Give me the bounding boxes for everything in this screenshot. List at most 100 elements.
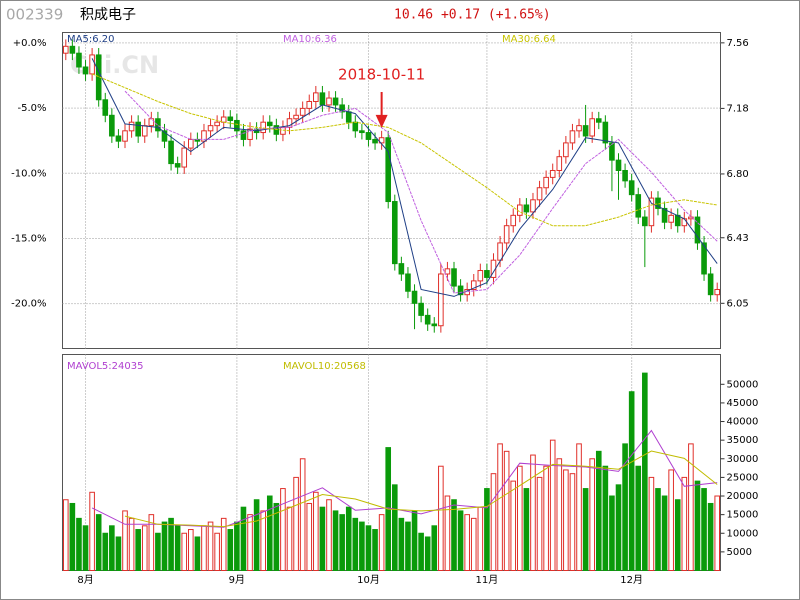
- candle-body: [62, 45, 69, 54]
- candle-body: [299, 107, 306, 116]
- volume-panel: [62, 354, 721, 571]
- candle-body: [122, 130, 128, 142]
- volume-bar: [352, 517, 359, 571]
- volume-bar: [359, 521, 365, 571]
- volume-bar: [615, 484, 622, 571]
- volume-bar: [451, 499, 457, 572]
- volume-bar: [194, 536, 201, 572]
- volume-bar: [694, 480, 701, 572]
- candle-body: [444, 268, 451, 275]
- candle-body: [161, 130, 168, 142]
- y2-tick-label: 6.05: [727, 298, 749, 309]
- x-tick-label: 9月: [229, 574, 245, 586]
- volume-bar: [543, 465, 549, 572]
- candle-body: [694, 216, 701, 244]
- candle-body: [589, 118, 595, 137]
- candle-body: [642, 216, 648, 227]
- volume-bar: [431, 525, 438, 572]
- volume-bar: [497, 443, 503, 571]
- candle-body: [135, 121, 141, 137]
- volume-bar: [253, 499, 260, 572]
- candle-body: [188, 138, 194, 149]
- volume-bar: [247, 514, 253, 572]
- candle-body: [326, 97, 332, 106]
- volume-bar: [345, 506, 352, 572]
- candle-body: [181, 147, 188, 168]
- candle-body: [128, 121, 135, 132]
- moving-average-line: [91, 58, 718, 297]
- candle-body: [82, 66, 89, 75]
- volume-bar: [635, 465, 642, 572]
- candle-body: [89, 54, 95, 75]
- volume-bar: [701, 488, 707, 572]
- volume-bar: [319, 506, 326, 572]
- y-tick-label: -20.0%: [11, 299, 46, 310]
- candle-body: [510, 214, 517, 227]
- volume-bar: [549, 439, 556, 572]
- quote: 10.46 +0.17 (+1.65%): [394, 8, 551, 23]
- volume-bar: [135, 529, 141, 572]
- volume-bar: [438, 465, 444, 572]
- candle-body: [569, 130, 576, 144]
- price-panel: [62, 32, 721, 349]
- volume-bar: [484, 488, 490, 572]
- candle-body: [260, 121, 266, 134]
- volume-bar: [582, 488, 589, 572]
- volume-bar: [148, 514, 155, 572]
- candle-body: [628, 180, 635, 196]
- volume-bar: [602, 465, 609, 572]
- candle-body: [372, 138, 378, 144]
- volume-bar: [95, 514, 102, 572]
- x-tick-label: 12月: [620, 574, 643, 586]
- volume-bar: [299, 458, 306, 571]
- candle-body: [477, 270, 484, 282]
- candle-body: [214, 121, 220, 127]
- volume-bar: [536, 476, 543, 571]
- volume-bar: [339, 514, 345, 572]
- candle-body: [378, 137, 385, 144]
- volume-bar: [444, 495, 451, 571]
- volume-bar: [201, 525, 207, 572]
- volume-bar: [240, 506, 247, 572]
- volume-bar: [69, 502, 76, 571]
- volume-bar: [313, 491, 319, 571]
- legend-entry: MA30:6.64: [502, 34, 556, 45]
- candle-body: [293, 114, 299, 120]
- candle-body: [451, 268, 457, 287]
- candle-body: [549, 169, 556, 178]
- volume-bar: [122, 510, 128, 571]
- candle-body: [438, 273, 444, 327]
- annotation: 2018-10-11: [338, 66, 425, 84]
- volume-bar: [168, 517, 174, 571]
- volume-bar: [681, 476, 688, 571]
- y2-tick-label: 6.80: [727, 169, 749, 180]
- candle-body: [332, 97, 339, 106]
- candle-body: [286, 118, 293, 128]
- y-tick-label: -10.0%: [11, 168, 46, 179]
- y-tick-label: 25000: [727, 472, 759, 483]
- candle-body: [155, 118, 161, 132]
- candle-body: [523, 204, 530, 213]
- candle-body: [102, 99, 109, 116]
- volume-bar: [326, 499, 332, 572]
- volume-bar: [82, 525, 89, 572]
- stock-name: 积成电子: [80, 7, 136, 23]
- y2-tick-label: 6.43: [727, 233, 749, 244]
- volume-bar: [464, 514, 470, 572]
- volume-bar: [266, 495, 273, 571]
- candle-body: [536, 187, 543, 201]
- volume-bar: [628, 391, 635, 572]
- volume-bar: [405, 521, 411, 571]
- candle-body: [280, 126, 286, 135]
- candle-body: [470, 280, 477, 291]
- y2-tick-label: 7.56: [727, 38, 749, 49]
- volume-bar: [214, 532, 220, 571]
- volume-bar: [306, 502, 313, 571]
- candle-body: [648, 197, 655, 227]
- volume-bar: [76, 517, 82, 571]
- volume-bar: [109, 525, 115, 572]
- candle-body: [227, 116, 234, 121]
- y2-tick-label: 7.18: [727, 103, 749, 114]
- candle-body: [602, 121, 609, 144]
